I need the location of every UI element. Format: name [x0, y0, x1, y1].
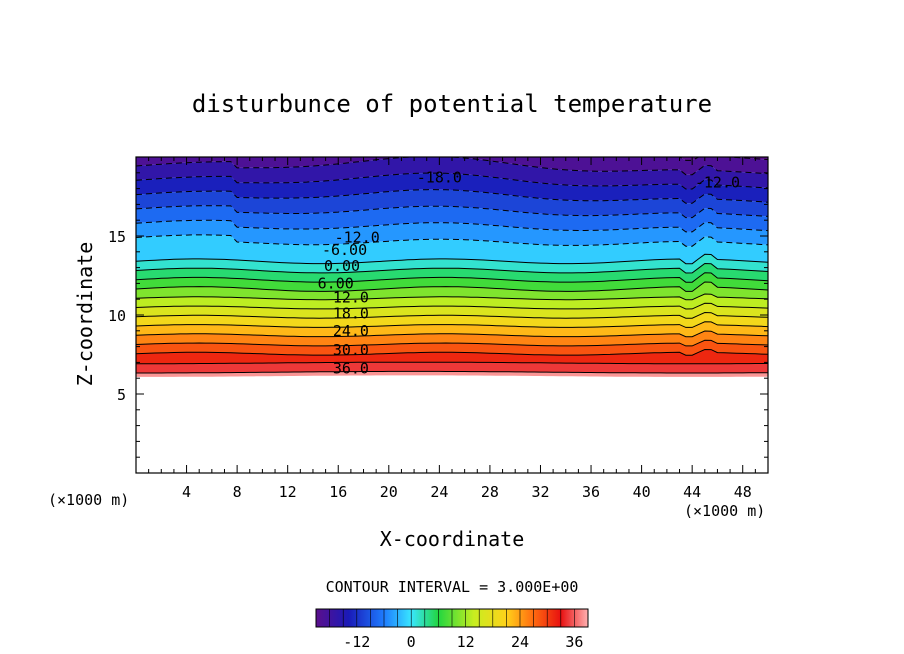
x-axis-label: X-coordinate: [380, 527, 525, 551]
contour-band: [136, 282, 768, 300]
x-tick-label: 40: [633, 483, 651, 501]
contour-label: -12.0: [695, 173, 740, 191]
contour-line: [136, 348, 768, 356]
contour-band: [136, 189, 768, 218]
x-axis-ticks: 4 8 12 16 20 24 28 32 36 40 44 48: [135, 157, 769, 501]
colorbar-tick-label: -12: [343, 633, 370, 651]
x-tick-label: 24: [430, 483, 448, 501]
contour-band: [136, 263, 768, 283]
x-tick-label: 48: [734, 483, 752, 501]
contour-label: 24.0: [333, 322, 369, 340]
contour-line: [136, 205, 768, 219]
contour-label: -6.00: [322, 241, 367, 259]
chart-title: disturbunce of potential temperature: [192, 90, 712, 118]
y-tick-label: 5: [117, 386, 126, 404]
contour-fill-layer: [136, 157, 768, 377]
contour-line: [136, 272, 768, 283]
colorbar: -12 0 12 24 36: [315, 608, 589, 651]
contour-line: [136, 330, 768, 338]
x-tick-label: 8: [233, 483, 242, 501]
contour-line: [136, 361, 768, 365]
x-tick-label: 36: [582, 483, 600, 501]
contour-band: [136, 272, 768, 292]
contour-line: [136, 293, 768, 301]
contour-label: 0.00: [324, 257, 360, 275]
contour-line: [136, 302, 768, 310]
contour-label-layer: -18.0 -12.0-12.0-6.000.006.0012.018.024.0…: [318, 169, 740, 378]
contour-label: 12.0: [333, 289, 369, 307]
colorbar-tick-label: 0: [407, 633, 416, 651]
x-tick-label: 28: [481, 483, 499, 501]
x-unit-label-left: (×1000 m): [48, 491, 129, 509]
y-axis-ticks: 5 10 15: [108, 156, 768, 474]
y-tick-label: 15: [108, 228, 126, 246]
y-axis-label: Z-coordinate: [73, 242, 97, 387]
x-tick-label: 16: [329, 483, 347, 501]
contour-line-layer: [136, 157, 768, 374]
contour-line: [136, 339, 768, 347]
contour-band: [136, 312, 768, 328]
x-unit-label-right: (×1000 m): [684, 502, 765, 520]
contour-line: [136, 262, 768, 274]
contour-band: [136, 220, 768, 247]
contour-label: -18.0: [417, 169, 462, 187]
contour-line: [136, 219, 768, 233]
contour-band: [136, 321, 768, 337]
contour-label: 18.0: [333, 304, 369, 322]
contour-line: [136, 281, 768, 292]
contour-band: [136, 340, 768, 356]
contour-line: [136, 311, 768, 319]
x-tick-label: 4: [182, 483, 191, 501]
contour-band: [136, 157, 768, 189]
contour-interval-label: CONTOUR INTERVAL = 3.000E+00: [326, 578, 579, 596]
contour-band: [136, 331, 768, 346]
colorbar-tick-label: 12: [457, 633, 475, 651]
contour-band: [136, 157, 768, 175]
contour-line: [136, 370, 768, 374]
contour-band: [136, 173, 768, 204]
contour-band: [136, 234, 768, 264]
contour-label: 30.0: [333, 341, 369, 359]
contour-band: [136, 254, 768, 273]
contour-band: [136, 205, 768, 232]
x-tick-label: 44: [683, 483, 701, 501]
contour-line: [136, 253, 768, 265]
colorbar-tick-label: 36: [565, 633, 583, 651]
colorbar-tick-label: 24: [511, 633, 529, 651]
contour-band: [136, 303, 768, 319]
y-tick-label: 10: [108, 307, 126, 325]
contour-line: [136, 321, 768, 328]
contour-label: -12.0: [335, 229, 380, 247]
contour-label: 6.00: [318, 274, 354, 292]
x-tick-label: 20: [380, 483, 398, 501]
contour-line: [136, 172, 768, 190]
x-tick-label: 32: [531, 483, 549, 501]
contour-band: [136, 362, 768, 373]
contour-band: [136, 349, 768, 364]
contour-line: [136, 189, 768, 204]
contour-label: 36.0: [333, 360, 369, 378]
contour-line: [136, 157, 768, 176]
x-tick-label: 12: [279, 483, 297, 501]
contour-band: [136, 294, 768, 309]
